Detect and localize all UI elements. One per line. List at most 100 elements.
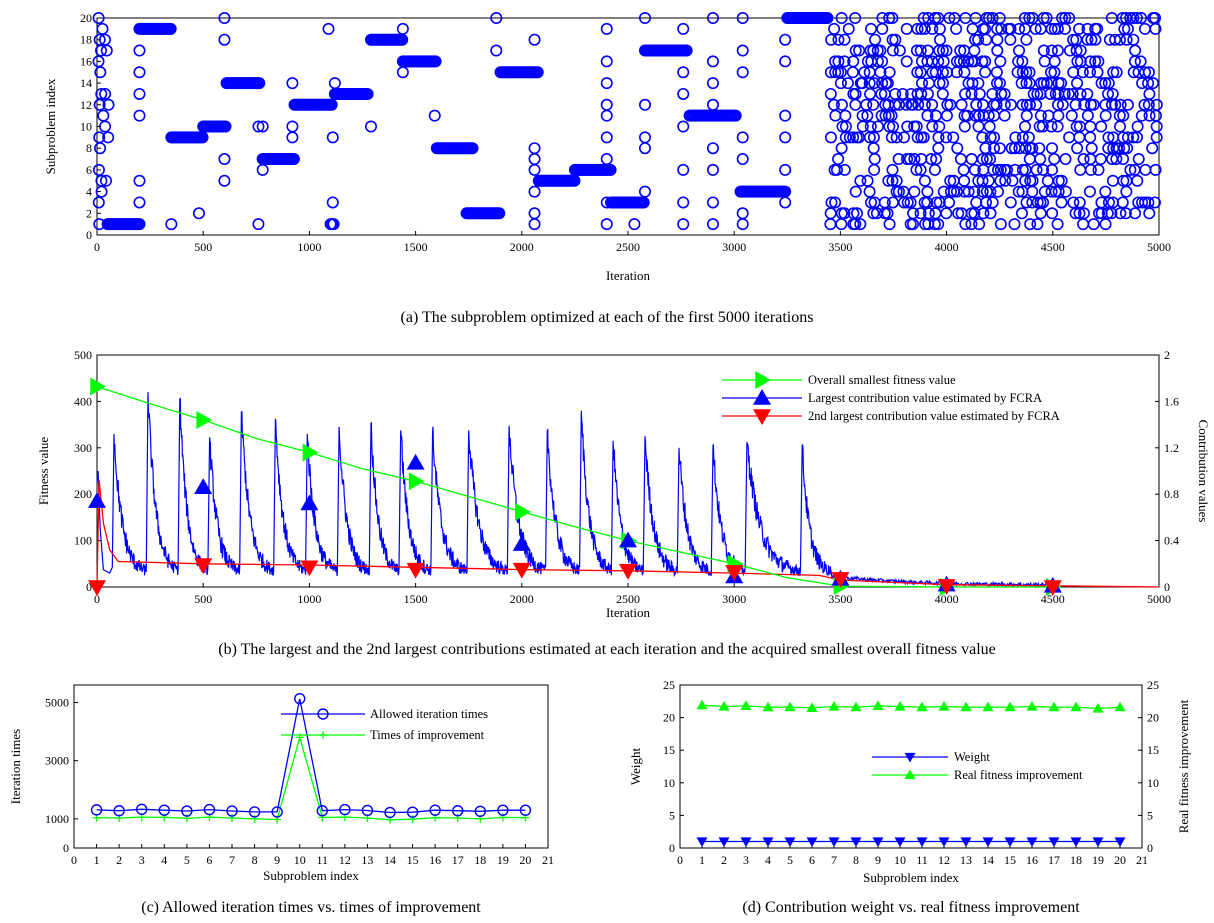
panel-b-y2tick-label: 1.6 [1164, 394, 1179, 408]
point-marker [860, 98, 873, 111]
point-marker [677, 163, 690, 176]
point-marker [256, 120, 269, 133]
point-marker [638, 131, 651, 144]
point-marker [1024, 218, 1037, 231]
point-marker [864, 22, 877, 35]
point-marker [896, 87, 909, 100]
point-marker [325, 98, 338, 111]
allowed-marker [406, 806, 419, 818]
point-marker [1092, 55, 1105, 68]
real-improvement-marker [1004, 701, 1016, 712]
point-marker [1113, 33, 1126, 46]
point-marker [1087, 218, 1100, 231]
point-marker [1058, 22, 1071, 35]
point-marker [165, 218, 178, 231]
point-marker [1085, 33, 1098, 46]
panel-c-xtick-label: 8 [252, 853, 258, 867]
point-marker [1078, 98, 1091, 111]
point-marker [1004, 22, 1017, 35]
panel-c-data [90, 692, 532, 824]
point-marker [871, 120, 884, 133]
real-improvement-marker [696, 699, 708, 710]
point-marker [1013, 22, 1026, 35]
point-marker [1008, 218, 1021, 231]
point-marker [92, 12, 105, 24]
point-marker [972, 120, 985, 133]
panel-b-y2tick-label: 2 [1164, 348, 1170, 362]
point-marker [779, 131, 792, 144]
point-marker [889, 87, 902, 100]
point-marker [1052, 109, 1065, 122]
point-marker [133, 66, 146, 79]
point-marker [976, 131, 989, 144]
point-marker [1026, 174, 1039, 187]
panel-a-ytick-label: 12 [80, 98, 92, 112]
point-marker [829, 55, 842, 68]
point-marker [1065, 109, 1078, 122]
real-improvement-marker [762, 701, 774, 712]
panel-c: 0 1 2 3 4 5 6 7 8 9 10 11 12 13 14 15 16 17 18 19 20 21010003… [8, 684, 554, 916]
point-marker [883, 218, 896, 231]
point-marker [600, 196, 613, 209]
point-marker [838, 207, 851, 220]
point-marker [1148, 196, 1161, 209]
point-marker [93, 131, 106, 144]
point-marker [528, 33, 541, 46]
point-marker [933, 196, 946, 209]
point-marker [982, 174, 995, 187]
point-marker [779, 196, 792, 209]
point-marker [914, 207, 927, 220]
point-marker [1130, 12, 1143, 24]
second-contribution-marker [725, 565, 744, 581]
point-marker [1081, 109, 1094, 122]
panel-a-ytick-label: 6 [86, 163, 92, 177]
point-marker [429, 55, 442, 68]
point-marker [901, 120, 914, 133]
point-marker [843, 131, 856, 144]
point-marker [926, 98, 939, 111]
point-marker [736, 218, 749, 231]
point-marker [976, 98, 989, 111]
point-marker [219, 120, 232, 133]
point-marker [706, 77, 719, 90]
point-marker [528, 153, 541, 166]
point-marker [1069, 207, 1082, 220]
point-marker [951, 142, 964, 155]
point-marker [838, 163, 851, 176]
panel-c-plot-frame [73, 684, 549, 849]
panel-a-xtick-label: 4000 [935, 240, 959, 254]
allowed-marker [226, 805, 238, 817]
real-improvement-marker [960, 701, 972, 712]
point-marker [847, 131, 860, 144]
point-marker [1027, 87, 1040, 100]
point-marker [925, 153, 938, 166]
point-marker [95, 174, 108, 187]
panel-d-ytick-label: 25 [663, 678, 675, 692]
panel-a-xtick-label: 4500 [1041, 240, 1065, 254]
panel-d-y2tick-label: 20 [1147, 711, 1159, 725]
point-marker [838, 55, 851, 68]
point-marker [1117, 109, 1130, 122]
panel-a-ytick-label: 8 [86, 141, 92, 155]
panel-a-ytick-label: 0 [86, 228, 92, 242]
point-marker [706, 12, 719, 24]
point-marker [706, 55, 719, 68]
weight-marker [916, 837, 928, 847]
point-marker [903, 153, 916, 166]
point-marker [1074, 44, 1087, 57]
point-marker [907, 207, 920, 220]
panel-d-ytick-label: 15 [663, 743, 675, 757]
panel-b-xtick-label: 3000 [722, 592, 746, 606]
real-improvement-marker [916, 701, 928, 712]
point-marker [944, 174, 957, 187]
point-marker [926, 120, 939, 133]
panel-d-xlabel: Subproblem index [863, 870, 959, 885]
panel-d-ytick-label: 0 [669, 841, 675, 855]
weight-marker [1092, 837, 1104, 847]
point-marker [856, 109, 869, 122]
panel-a-caption: (a) The subproblem optimized at each of … [401, 309, 814, 326]
point-marker [604, 163, 617, 176]
panel-c-xtick-label: 16 [429, 853, 441, 867]
point-marker [835, 218, 848, 231]
point-marker [986, 196, 999, 209]
